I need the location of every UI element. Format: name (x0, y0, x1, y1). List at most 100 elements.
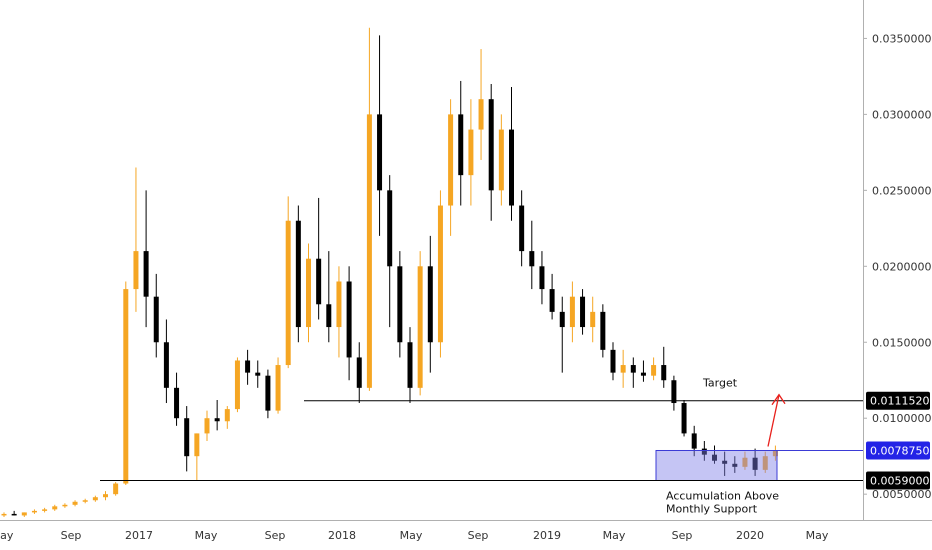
candle (569, 281, 575, 343)
candle (82, 498, 88, 504)
candle (427, 235, 433, 373)
candle-body (21, 512, 27, 516)
candle-body (133, 251, 139, 290)
time-tick-label: 2019 (533, 529, 561, 542)
level-price-labels: 0.01115202 0.00787501 0.00590000 (866, 391, 932, 490)
candle-body (113, 483, 119, 495)
time-axis[interactable]: May Sep 2017 May Sep 2018 May Sep 2019 May Sep 2020… (0, 529, 829, 542)
candle-body (712, 454, 717, 461)
candle-body (519, 205, 525, 252)
time-tick-label: 2017 (125, 529, 153, 542)
candle-body (549, 289, 555, 312)
candle-body (306, 258, 311, 328)
time-tick-label: Sep (61, 529, 82, 542)
candle-body (427, 266, 433, 343)
candle (377, 35, 383, 236)
candle-body (630, 365, 636, 373)
candle (732, 456, 738, 473)
candle-body (194, 433, 200, 457)
candle (549, 273, 555, 320)
candle-body (52, 506, 58, 510)
candle (123, 281, 129, 486)
candle (143, 190, 149, 328)
candle (387, 175, 393, 328)
candle (194, 433, 200, 481)
price-axis[interactable]: 0.03500000 0.03000000 0.02500000 0.02000000… (863, 32, 932, 501)
candle (336, 266, 342, 358)
candle (295, 205, 301, 343)
candle-series (1, 27, 778, 517)
price-tick-label: 0.01500000 (872, 336, 932, 349)
candle-body (204, 418, 210, 434)
candle (184, 406, 190, 472)
candle-body (336, 281, 342, 328)
candle-body (468, 129, 474, 176)
candle (509, 87, 514, 221)
candle (397, 251, 403, 358)
candle (72, 500, 78, 507)
candle-body (92, 497, 98, 501)
candle-body (762, 456, 768, 470)
candle-body (387, 190, 393, 267)
candle (691, 425, 697, 457)
candle-body (326, 304, 332, 328)
candle (133, 167, 139, 312)
candle-body (458, 114, 464, 176)
candle (590, 296, 596, 343)
candle (366, 27, 372, 391)
candle (651, 357, 657, 381)
candle-body (661, 365, 667, 381)
candle-body (174, 387, 180, 419)
time-tick-label: 2020 (736, 529, 764, 542)
candle-body (31, 510, 37, 513)
candle (316, 197, 322, 320)
candle-body (356, 357, 362, 388)
candle-body (559, 311, 565, 328)
candle (21, 512, 27, 517)
candle (245, 349, 251, 385)
candle-body (478, 99, 484, 130)
candle (407, 327, 413, 404)
candle-body (509, 129, 514, 206)
candle-body (62, 504, 68, 507)
candle (346, 266, 352, 381)
candle-body (580, 296, 586, 328)
candle (42, 507, 48, 513)
candle (722, 451, 728, 476)
time-tick-label: May (0, 529, 14, 542)
candle-body (722, 460, 728, 464)
time-tick-label: May (400, 529, 423, 542)
candle (488, 83, 494, 221)
candle-body (397, 266, 403, 343)
candle (214, 399, 220, 431)
candle-body (103, 494, 108, 498)
candle (610, 342, 616, 381)
candle-body (691, 433, 697, 449)
candle (458, 80, 464, 206)
candle (224, 406, 230, 429)
candle (1, 512, 7, 517)
candle (417, 251, 423, 396)
target-arrow[interactable] (767, 393, 786, 447)
candle-body (285, 220, 291, 366)
candle-body (437, 205, 443, 343)
candle (661, 346, 667, 388)
candle (255, 360, 261, 388)
candle-body (234, 360, 240, 410)
candle-body (163, 342, 169, 388)
accumulation-label-line2: Monthly Support (666, 503, 758, 516)
candle (640, 360, 646, 382)
candle (529, 220, 535, 290)
candle-body (255, 372, 261, 376)
candle (742, 451, 748, 470)
candle-body (123, 289, 129, 484)
accumulation-box[interactable] (655, 449, 778, 482)
level-label-bg (866, 441, 930, 460)
candle (174, 372, 180, 426)
candle-body (539, 266, 545, 290)
candle-body (640, 372, 646, 376)
candle-body (651, 365, 657, 376)
time-tick-label: Sep (265, 529, 286, 542)
candle (356, 342, 362, 404)
